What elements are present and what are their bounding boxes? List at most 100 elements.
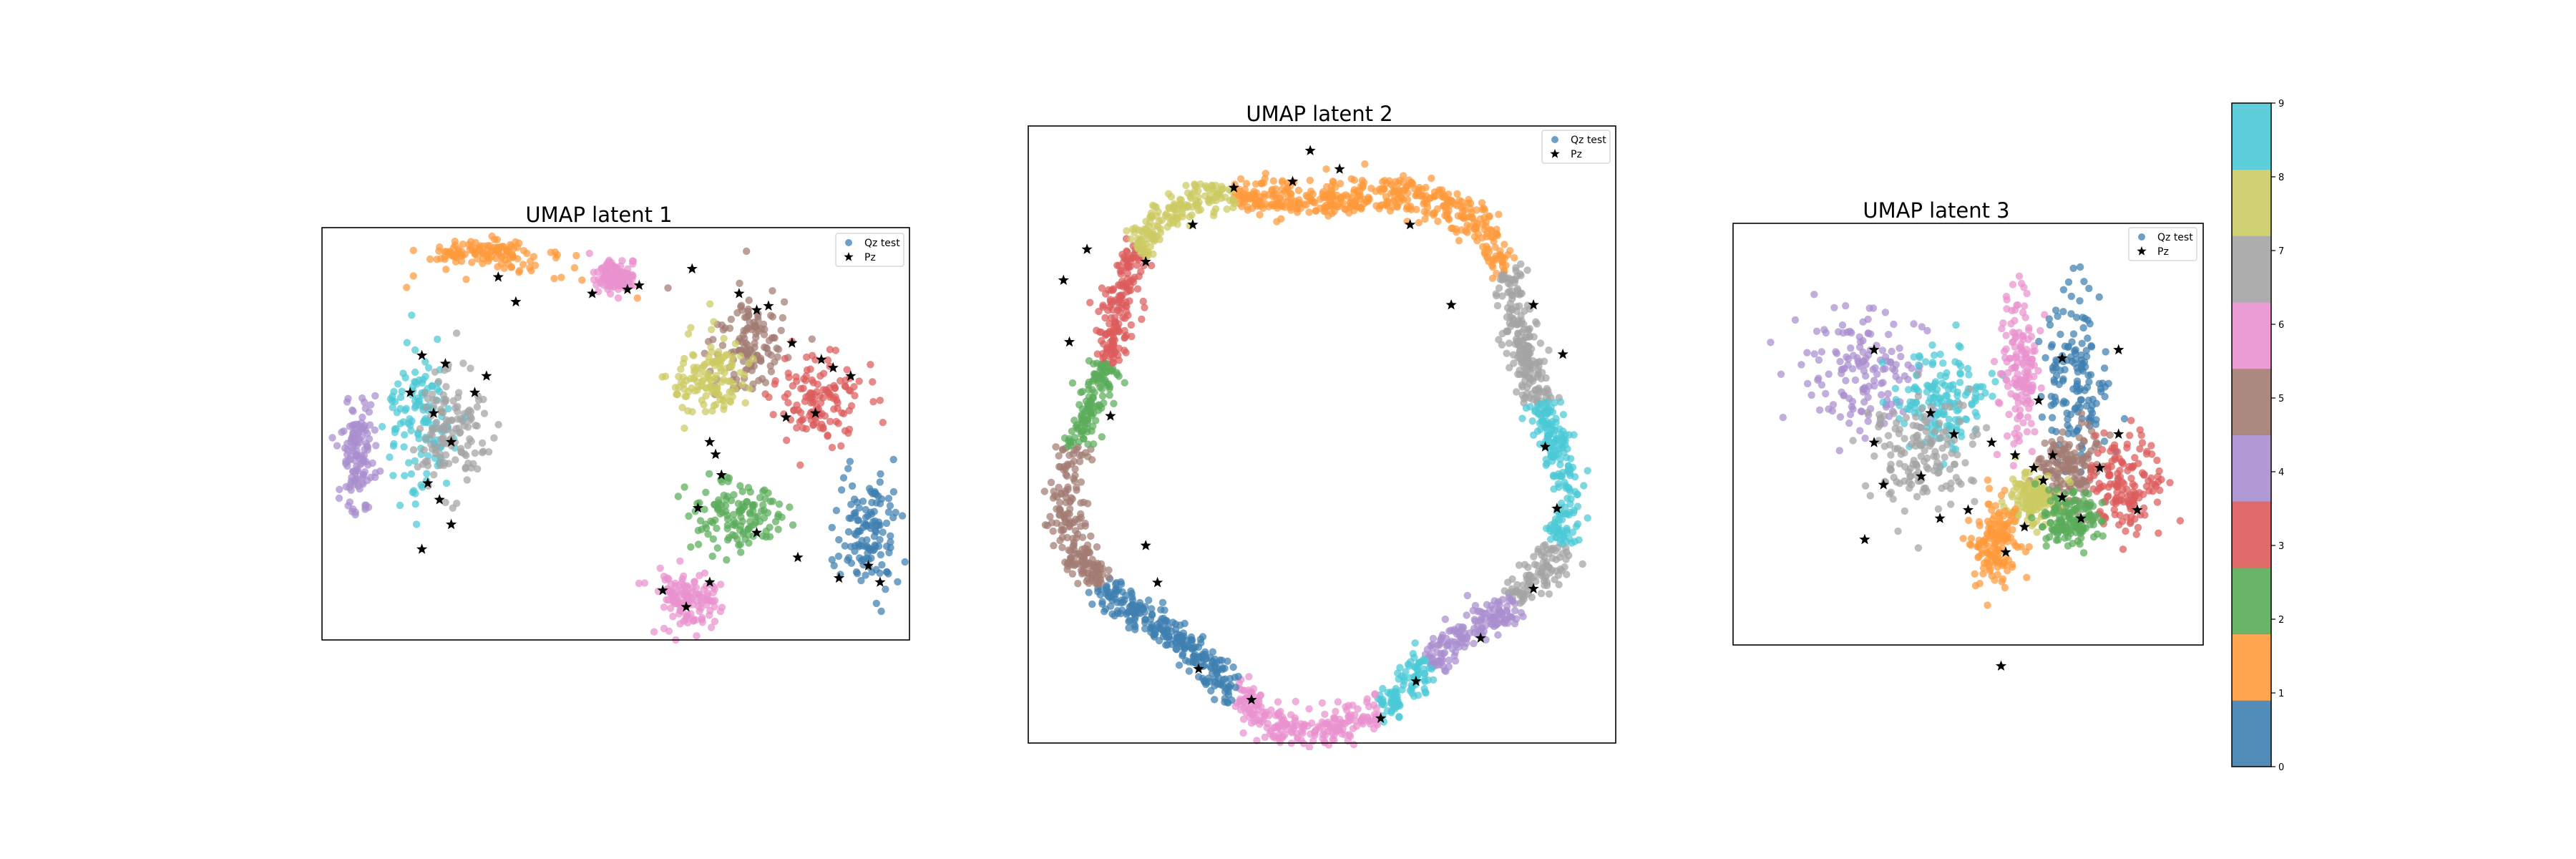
qz-test-point [1447, 626, 1455, 634]
qz-test-point [1524, 349, 1533, 357]
qz-test-point [451, 241, 459, 249]
pz-star-point [751, 527, 763, 538]
qz-test-point [1106, 327, 1114, 336]
qz-test-point [1911, 442, 1920, 450]
qz-test-point [1123, 280, 1131, 288]
qz-test-point [1878, 346, 1887, 354]
qz-test-point [2021, 399, 2030, 407]
qz-test-point [2166, 479, 2174, 487]
pz-star-point [845, 370, 857, 381]
qz-test-point [1580, 482, 1588, 490]
qz-test-point [1949, 385, 1957, 393]
qz-test-point [2031, 428, 2039, 436]
qz-test-point [1158, 216, 1166, 224]
qz-test-point [1428, 665, 1435, 673]
qz-test-point [767, 367, 776, 376]
qz-test-point [1539, 567, 1547, 575]
qz-test-point [723, 521, 731, 529]
pz-star-point [1375, 712, 1387, 723]
qz-test-point [2155, 467, 2163, 475]
qz-test-point [725, 533, 733, 542]
qz-test-point [799, 424, 807, 432]
qz-test-point [2148, 450, 2156, 458]
qz-test-point [743, 247, 751, 256]
qz-test-point [1075, 401, 1083, 409]
pz-star-point [733, 288, 745, 299]
qz-test-point [1151, 202, 1158, 210]
qz-test-point [1324, 741, 1333, 749]
qz-test-point [457, 447, 465, 456]
qz-test-point [1089, 360, 1098, 368]
qz-test-point [1979, 383, 1987, 391]
qz-test-point [1921, 447, 1928, 455]
qz-test-point [680, 385, 688, 393]
qz-test-point [2088, 402, 2096, 409]
qz-test-point [1127, 321, 1136, 329]
qz-test-point [852, 568, 861, 576]
qz-test-point [1158, 598, 1167, 606]
qz-test-point [1878, 359, 1886, 367]
qz-test-point [2002, 293, 2011, 301]
qz-test-point [1243, 203, 1252, 210]
qz-test-point [1807, 391, 1815, 399]
qz-test-point [1924, 465, 1932, 473]
qz-test-point [1180, 643, 1189, 651]
qz-test-point [837, 442, 845, 450]
qz-test-point [1429, 676, 1438, 684]
pz-star-point [810, 407, 821, 418]
qz-test-point [415, 435, 423, 442]
qz-test-point [1923, 454, 1931, 462]
qz-test-point [444, 248, 452, 257]
qz-test-point [831, 393, 839, 401]
qz-test-point [1372, 202, 1380, 210]
qz-test-point [1322, 183, 1331, 191]
qz-test-point [516, 266, 524, 275]
qz-test-point [1331, 714, 1339, 722]
qz-test-point [1480, 225, 1488, 233]
pz-star-point [704, 436, 716, 447]
qz-test-point [1991, 378, 1999, 386]
qz-test-point [1942, 482, 1950, 490]
legend-pz-marker [844, 252, 854, 261]
qz-test-point [2087, 467, 2095, 476]
qz-test-point [1115, 261, 1123, 269]
pz-star-point [862, 560, 874, 571]
qz-test-point [1060, 434, 1069, 442]
qz-test-point [774, 525, 782, 533]
qz-test-point [426, 255, 434, 263]
qz-test-point [760, 331, 769, 339]
qz-test-point [2047, 343, 2055, 351]
qz-test-point [1110, 399, 1118, 407]
qz-test-point [2095, 293, 2103, 301]
qz-test-point [705, 353, 713, 361]
qz-test-point [618, 276, 626, 283]
qz-test-point [841, 542, 849, 550]
pz-star-point [446, 518, 457, 530]
qz-test-point [2041, 439, 2049, 447]
qz-test-point [1838, 366, 1847, 374]
qz-test-point [1239, 194, 1247, 203]
qz-test-point [429, 402, 438, 411]
qz-test-point [1563, 528, 1571, 537]
qz-test-point [408, 311, 416, 319]
pz-star-point [439, 358, 451, 369]
qz-test-point [1993, 450, 2001, 459]
qz-test-point [736, 369, 744, 377]
qz-test-point [1914, 371, 1922, 379]
qz-test-point [1936, 395, 1944, 403]
qz-test-point [1420, 676, 1429, 684]
qz-test-point [459, 241, 467, 248]
qz-test-point [1139, 297, 1147, 306]
qz-test-point [1951, 460, 1959, 468]
qz-test-point [1440, 649, 1449, 656]
qz-test-point [371, 473, 379, 481]
qz-test-point [1570, 506, 1579, 515]
qz-test-point [1989, 392, 1996, 400]
qz-test-point [1543, 558, 1551, 566]
qz-test-point [1931, 427, 1939, 435]
qz-test-point [1914, 392, 1923, 400]
qz-test-point [1349, 702, 1357, 709]
qz-test-point [419, 376, 427, 384]
qz-test-point [1181, 619, 1189, 628]
umap-latent-3-marks [1767, 263, 2185, 671]
